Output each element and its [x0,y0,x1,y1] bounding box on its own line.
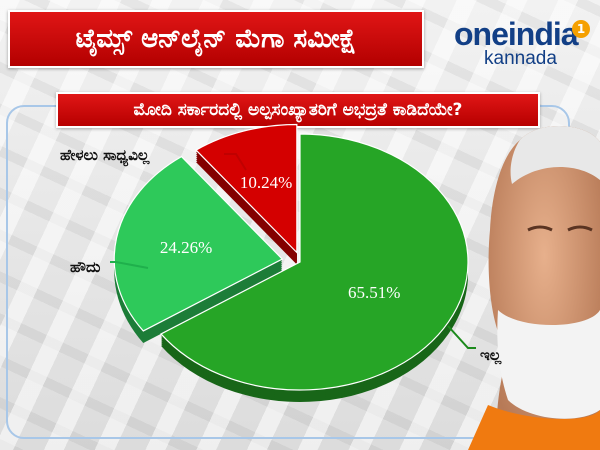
pie-leader-line-1 [447,325,476,349]
pie-leader-line-3 [224,153,247,171]
logo-main-text: oneindia [454,16,579,52]
pie-category-label-2: ಹೌದು [70,258,101,276]
pie-value-label-2: 24.26% [160,238,212,257]
pie-category-label-1: ಇಲ್ಲ [480,346,503,365]
pie-value-label-1: 65.51% [348,283,400,302]
pie-slice-1 [160,133,469,391]
logo-badge: 1 [572,20,590,38]
pie-category-label-3: ಹೇಳಲು ಸಾಧ್ಯವಿಲ್ಲ [60,146,151,167]
modi-portrait-image [468,125,600,450]
logo-sub-text: kannada [484,48,557,69]
pie-slice-2 [113,155,284,332]
page-title: ಟೈಮ್ಸ್ ಆನ್‌ಲೈನ್ ಮೆಗಾ ಸಮೀಕ್ಷೆ [8,10,424,68]
pie-slice-3 [195,123,298,254]
oneindia-kannada-logo: oneindia kannada 1 [454,10,594,70]
question-title: ಮೋದಿ ಸರ್ಕಾರದಲ್ಲಿ ಅಲ್ಪಸಂಖ್ಯಾತರಿಗೆ ಅಭದ್ರತೆ… [56,92,540,128]
pie-value-label-3: 10.24% [240,173,292,192]
pie-leader-line-2 [110,261,149,269]
